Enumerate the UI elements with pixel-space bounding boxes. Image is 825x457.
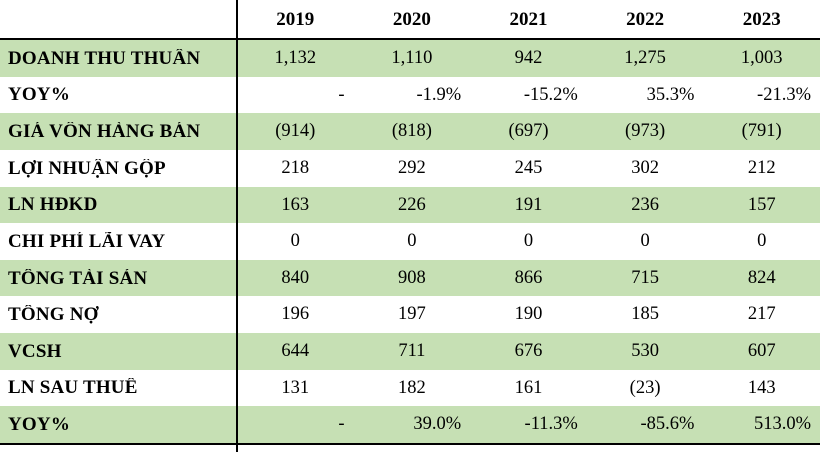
cell-value: 644 (281, 342, 310, 361)
cell-value: 676 (514, 342, 543, 361)
cell-value: 942 (514, 49, 543, 68)
table-row: LN HĐKD 163 226 191 236 157 (0, 186, 820, 224)
cell-value: 39.0% (413, 415, 462, 434)
row-label: LỢI NHUẬN GỘP (8, 158, 166, 178)
cell-value: 143 (747, 378, 776, 398)
cell-value: 0 (407, 232, 417, 251)
cell-value: 1,110 (391, 49, 433, 68)
cell-value: 35.3% (646, 85, 695, 105)
header-row: 2019 2020 2021 2022 2023 (0, 0, 820, 40)
table-row: TỔNG NỢ 196 197 190 185 217 (0, 296, 820, 333)
cell-value: 711 (398, 342, 426, 361)
cell-value: (791) (741, 122, 782, 141)
cell-value: 217 (747, 305, 776, 324)
cell-value: 1,275 (624, 49, 666, 68)
cell-value: 212 (747, 158, 776, 178)
cell-value: - (338, 415, 345, 434)
cell-value: (818) (391, 122, 432, 141)
cell-value: 131 (281, 378, 310, 398)
row-label: VCSH (8, 341, 62, 361)
cell-value: 182 (398, 378, 426, 398)
table-grid: 2019 2020 2021 2022 2023 DOANH THU THUẦN… (0, 0, 820, 445)
row-label: CHI PHÍ LÃI VAY (8, 231, 166, 251)
cell-value: 513.0% (753, 415, 811, 434)
cell-value: 197 (398, 305, 426, 324)
cell-value: 218 (281, 158, 310, 178)
cell-value: 0 (757, 232, 767, 251)
cell-value: 302 (631, 158, 659, 178)
cell-value: 185 (631, 305, 659, 324)
header-year-2021: 2021 (509, 9, 548, 29)
cell-value: - (338, 85, 345, 105)
cell-value: 607 (747, 342, 776, 361)
cell-value: -85.6% (640, 415, 695, 434)
header-year-2023: 2023 (742, 9, 781, 29)
table-row: LỢI NHUẬN GỘP 218 292 245 302 212 (0, 150, 820, 187)
row-label: TỔNG NỢ (8, 305, 99, 325)
cell-value: 0 (640, 232, 650, 251)
cell-value: 0 (523, 232, 534, 251)
cell-value: 292 (398, 158, 426, 178)
header-year-2019: 2019 (276, 9, 315, 29)
table-body: DOANH THU THUẦN 1,132 1,110 942 1,275 1,… (0, 40, 820, 443)
table-row: GIÁ VỐN HÀNG BÁN (914) (818) (697) (973)… (0, 113, 820, 150)
row-label: GIÁ VỐN HÀNG BÁN (8, 122, 201, 142)
table-row: LN SAU THUẾ 131 182 161 (23) 143 (0, 370, 820, 407)
cell-value: 866 (514, 268, 543, 288)
label-column-divider (236, 0, 238, 452)
table-row: CHI PHÍ LÃI VAY 0 0 0 0 0 (0, 223, 820, 260)
header-year-2022: 2022 (626, 9, 665, 29)
cell-value: -15.2% (523, 85, 578, 105)
cell-value: 1,003 (740, 49, 783, 68)
cell-value: 226 (398, 195, 426, 215)
cell-value: 163 (281, 195, 310, 215)
cell-value: (23) (629, 378, 661, 398)
row-label: YOY% (8, 415, 71, 435)
cell-value: -11.3% (524, 415, 578, 434)
cell-value: 196 (281, 305, 310, 324)
table-row: DOANH THU THUẦN 1,132 1,110 942 1,275 1,… (0, 40, 820, 77)
cell-value: 236 (631, 195, 659, 215)
cell-value: -1.9% (416, 85, 462, 105)
table-row: VCSH 644 711 676 530 607 (0, 333, 820, 370)
cell-value: 824 (747, 268, 776, 288)
cell-value: 191 (514, 195, 543, 215)
table-row: YOY% - -1.9% -15.2% 35.3% -21.3% (0, 77, 820, 114)
cell-value: 190 (514, 305, 543, 324)
table-row: YOY% - 39.0% -11.3% -85.6% 513.0% (0, 406, 820, 443)
cell-value: 157 (747, 195, 776, 215)
row-label: DOANH THU THUẦN (8, 48, 201, 68)
cell-value: -21.3% (757, 85, 811, 105)
cell-value: 245 (514, 158, 543, 178)
cell-value: 0 (290, 232, 300, 251)
cell-value: 715 (631, 268, 659, 288)
cell-value: 530 (631, 342, 659, 361)
cell-value: 161 (514, 378, 543, 398)
row-label: LN SAU THUẾ (8, 378, 138, 398)
cell-value: 840 (281, 268, 310, 288)
cell-value: (973) (625, 122, 666, 141)
row-label: LN HĐKD (8, 195, 98, 215)
cell-value: (697) (508, 122, 549, 141)
row-label: TỔNG TÀI SẢN (8, 268, 148, 288)
cell-value: 908 (398, 268, 426, 288)
cell-value: (914) (275, 122, 316, 141)
header-year-2020: 2020 (392, 9, 431, 29)
table-row: TỔNG TÀI SẢN 840 908 866 715 824 (0, 259, 820, 297)
cell-value: 1,132 (274, 49, 317, 68)
row-label: YOY% (8, 85, 71, 105)
